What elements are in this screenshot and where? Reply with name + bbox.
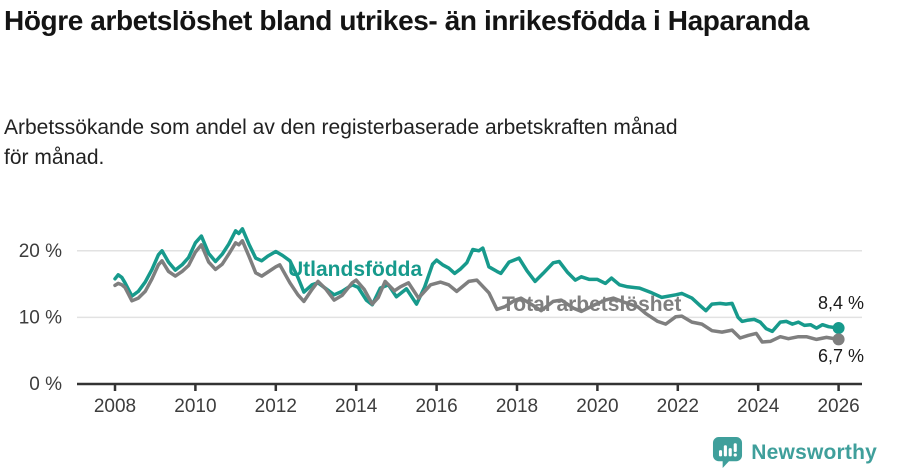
- x-tick-label-2020: 2020: [576, 396, 618, 417]
- brand-name: Newsworthy: [751, 440, 877, 464]
- line-total-arbetsloshet: [113, 239, 841, 344]
- x-tick-label-2022: 2022: [657, 396, 699, 417]
- newsworthy-branding[interactable]: Newsworthy: [712, 436, 877, 469]
- y-tick-label-10: 10 %: [19, 307, 62, 328]
- x-tick-label-2026: 2026: [817, 396, 859, 417]
- logo-bar-tall: [724, 445, 728, 457]
- line-utlandsfodda: [113, 227, 841, 334]
- series-label-utlandsfodda: Utlandsfödda: [288, 258, 423, 281]
- page-title: Högre arbetslöshet bland utrikes- än inr…: [4, 5, 809, 36]
- logo-bubble: [713, 437, 743, 468]
- logo-exclamation-dot: [733, 453, 738, 457]
- x-tick-label-2014: 2014: [335, 396, 378, 417]
- x-tick-label-2018: 2018: [496, 396, 538, 417]
- line-utlandsfodda-end-dot: [832, 322, 845, 335]
- x-tick-label-2010: 2010: [174, 396, 216, 417]
- logo-bar-medium: [728, 448, 733, 457]
- logo-bar-short: [719, 450, 723, 457]
- y-tick-label-0: 0 %: [29, 374, 62, 395]
- line-total-arbetsloshet-end-dot: [832, 333, 845, 346]
- x-tick-label-2024: 2024: [737, 396, 780, 417]
- x-tick-label-2012: 2012: [255, 396, 297, 417]
- x-tick-label-2008: 2008: [94, 396, 136, 417]
- logo-exclamation-stem: [733, 443, 738, 453]
- page-subtitle: Arbetssökande som andel av den registerb…: [4, 116, 678, 169]
- y-tick-label-20: 20 %: [19, 241, 62, 262]
- x-tick-label-2016: 2016: [415, 396, 457, 417]
- end-value-label-total: 6,7 %: [817, 346, 864, 366]
- series-label-total-arbetsloshet: Total arbetslöshet: [502, 293, 682, 316]
- newsworthy-logo-icon: [713, 437, 743, 468]
- end-value-label-utlandsfodda: 8,4 %: [817, 293, 864, 313]
